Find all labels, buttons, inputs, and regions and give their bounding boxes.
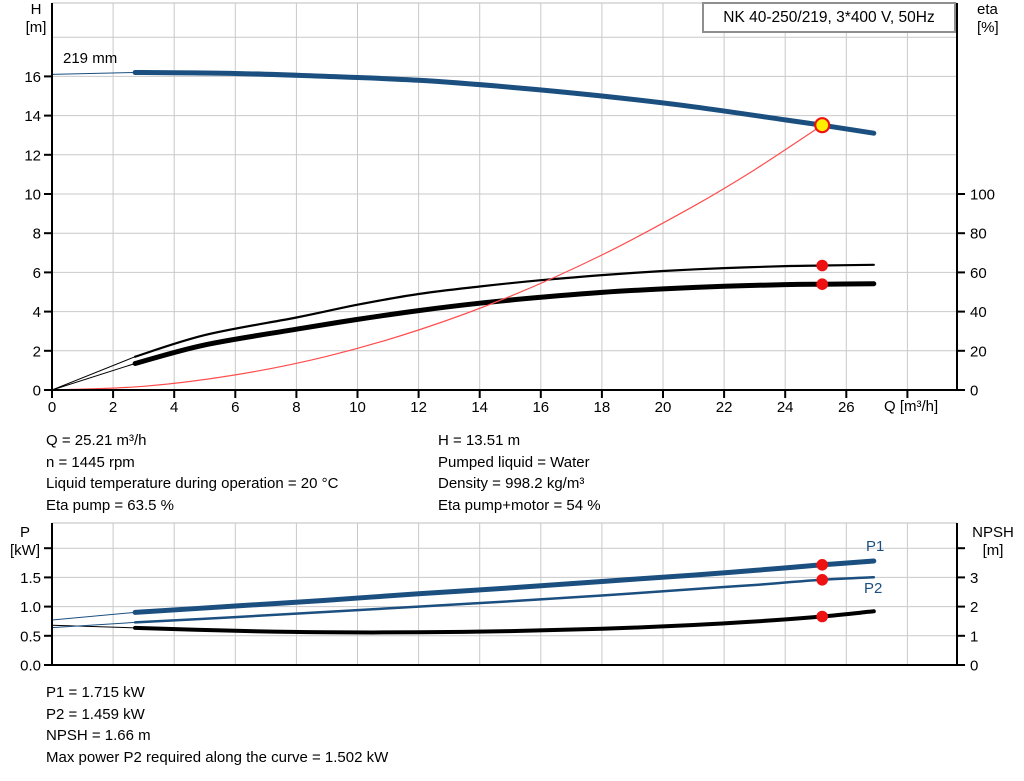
eta-axis-unit: [%] [977,19,999,36]
npsh-curve-thin-extension [51,624,136,629]
npsh-duty-dot [816,610,828,623]
affinity-parabola [51,124,823,391]
left-tick-label: 16 [24,69,41,86]
power-npsh-chart: 0.0 0.5 1.0 1.5 0 1 2 3 [20,522,978,675]
eta-pump-motor-duty-dot [816,278,828,291]
readout-npsh: NPSH = 1.66 m [46,727,151,744]
left-tick-label: 0.0 [20,658,41,675]
npsh-axis-symbol: NPSH [972,524,1014,541]
left-tick-label: 14 [24,108,41,125]
x-tick-label: 14 [471,399,488,416]
gridlines [52,522,957,665]
duty-markers [816,559,828,623]
readout-block-left: Q = 25.21 m³/h n = 1445 rpm Liquid tempe… [46,430,338,516]
eta-axis-title: eta [%] [977,1,999,37]
x-tick-label: 8 [292,399,300,416]
eta-pump-motor-curve-thin-extension [51,363,136,391]
gridlines [52,2,957,390]
readout-block-bottom: P1 = 1.715 kW P2 = 1.459 kW NPSH = 1.66 … [46,682,388,768]
left-tick-label: 10 [24,187,41,204]
eta-pump-motor-curve [132,281,877,366]
right-tick-label: 20 [970,343,987,360]
p2-duty-dot [816,574,828,586]
npsh-axis-unit: [m] [982,542,1004,559]
readout-block-right: H = 13.51 m Pumped liquid = Water Densit… [438,430,601,516]
x-tick-label: 4 [170,399,178,416]
right-tick-label: 2 [970,599,978,616]
readout-speed: n = 1445 rpm [46,453,135,471]
eta-pump-duty-dot [816,259,828,272]
h-axis-symbol: H [30,1,42,18]
left-tick-label: 8 [33,226,41,243]
p-axis-title: P [kW] [4,524,46,560]
p1-curve-label: P1 [866,538,885,555]
readout-eta-pump: Eta pump = 63.5 % [46,496,174,514]
left-tick-label: 6 [33,265,41,282]
readout-eta-pump-motor: Eta pump+motor = 54 % [438,496,601,514]
x-tick-label: 0 [48,399,56,416]
readout-max-power: Max power P2 required along the curve = … [46,748,389,766]
right-tick-label: 100 [970,187,995,204]
right-tick-label: 40 [970,304,987,321]
left-tick-label: 0.5 [20,628,41,645]
pump-title-box: NK 40-250/219, 3*400 V, 50Hz [702,2,956,33]
x-tick-label: 10 [349,399,366,416]
readout-p1: P1 = 1.715 kW [46,684,145,701]
right-tick-label: 0 [970,658,978,675]
npsh-axis-title: NPSH [m] [964,524,1022,560]
left-tick-label: 1.0 [20,599,41,616]
duty-markers [814,117,831,291]
p2-curve [133,576,876,624]
head-curve-thin-extension [51,72,136,75]
x-tick-label: 26 [838,399,855,416]
hq-eta-chart: 0 2 4 6 8 10 12 14 16 18 20 22 24 2602468101214160204… [24,2,995,416]
left-tick-label: 12 [24,147,41,164]
axes: 0 2 4 6 8 10 12 14 16 18 20 22 24 2602468101214160204… [24,3,995,416]
eta-axis-symbol: eta [977,1,998,18]
readout-flow: Q = 25.21 m³/h [46,432,147,449]
h-axis-unit: [m] [25,19,47,36]
right-tick-label: 1 [970,628,978,645]
readout-density: Density = 998.2 kg/m³ [438,475,585,492]
readout-head: H = 13.51 m [438,432,521,449]
eta-pump-curve-thin-extension [51,356,136,391]
x-tick-label: 20 [655,399,672,416]
right-tick-label: 60 [970,265,987,282]
x-tick-label: 16 [532,399,549,416]
p1-curve [132,558,877,615]
x-tick-label: 6 [231,399,239,416]
p2-curve-thin-extension [51,621,136,629]
p1-duty-dot [816,559,828,571]
p-axis-symbol: P [19,524,30,541]
axes: 0.0 0.5 1.0 1.5 0 1 2 3 [20,523,978,675]
p1-curve-thin-extension [51,611,136,621]
npsh-curve [133,609,876,635]
x-tick-label: 22 [716,399,733,416]
x-tick-label: 2 [109,399,117,416]
left-tick-label: 2 [33,343,41,360]
left-tick-label: 0 [33,383,41,400]
x-tick-label: 18 [594,399,611,416]
readout-p2: P2 = 1.459 kW [46,705,145,723]
left-tick-label: 4 [33,304,41,321]
impeller-diameter-label: 219 mm [63,50,118,67]
x-tick-label: 24 [777,399,794,416]
x-tick-label: 12 [410,399,427,416]
readout-pumped-liquid: Pumped liquid = Water [438,453,590,471]
duty-point [814,117,831,134]
h-axis-title: H [m] [22,1,50,37]
head-curve [132,70,877,136]
right-tick-label: 0 [970,383,978,400]
pump-title: NK 40-250/219, 3*400 V, 50Hz [723,9,935,26]
right-tick-label: 80 [970,226,987,243]
q-axis-title: Q [m³/h] [884,398,939,415]
right-tick-label: 3 [970,570,978,587]
p-axis-unit: [kW] [10,542,40,559]
readout-liquid-temperature: Liquid temperature during operation = 20… [46,475,339,492]
eta-pump-curve [134,263,875,358]
p2-curve-label: P2 [864,580,883,597]
left-tick-label: 1.5 [20,570,41,587]
